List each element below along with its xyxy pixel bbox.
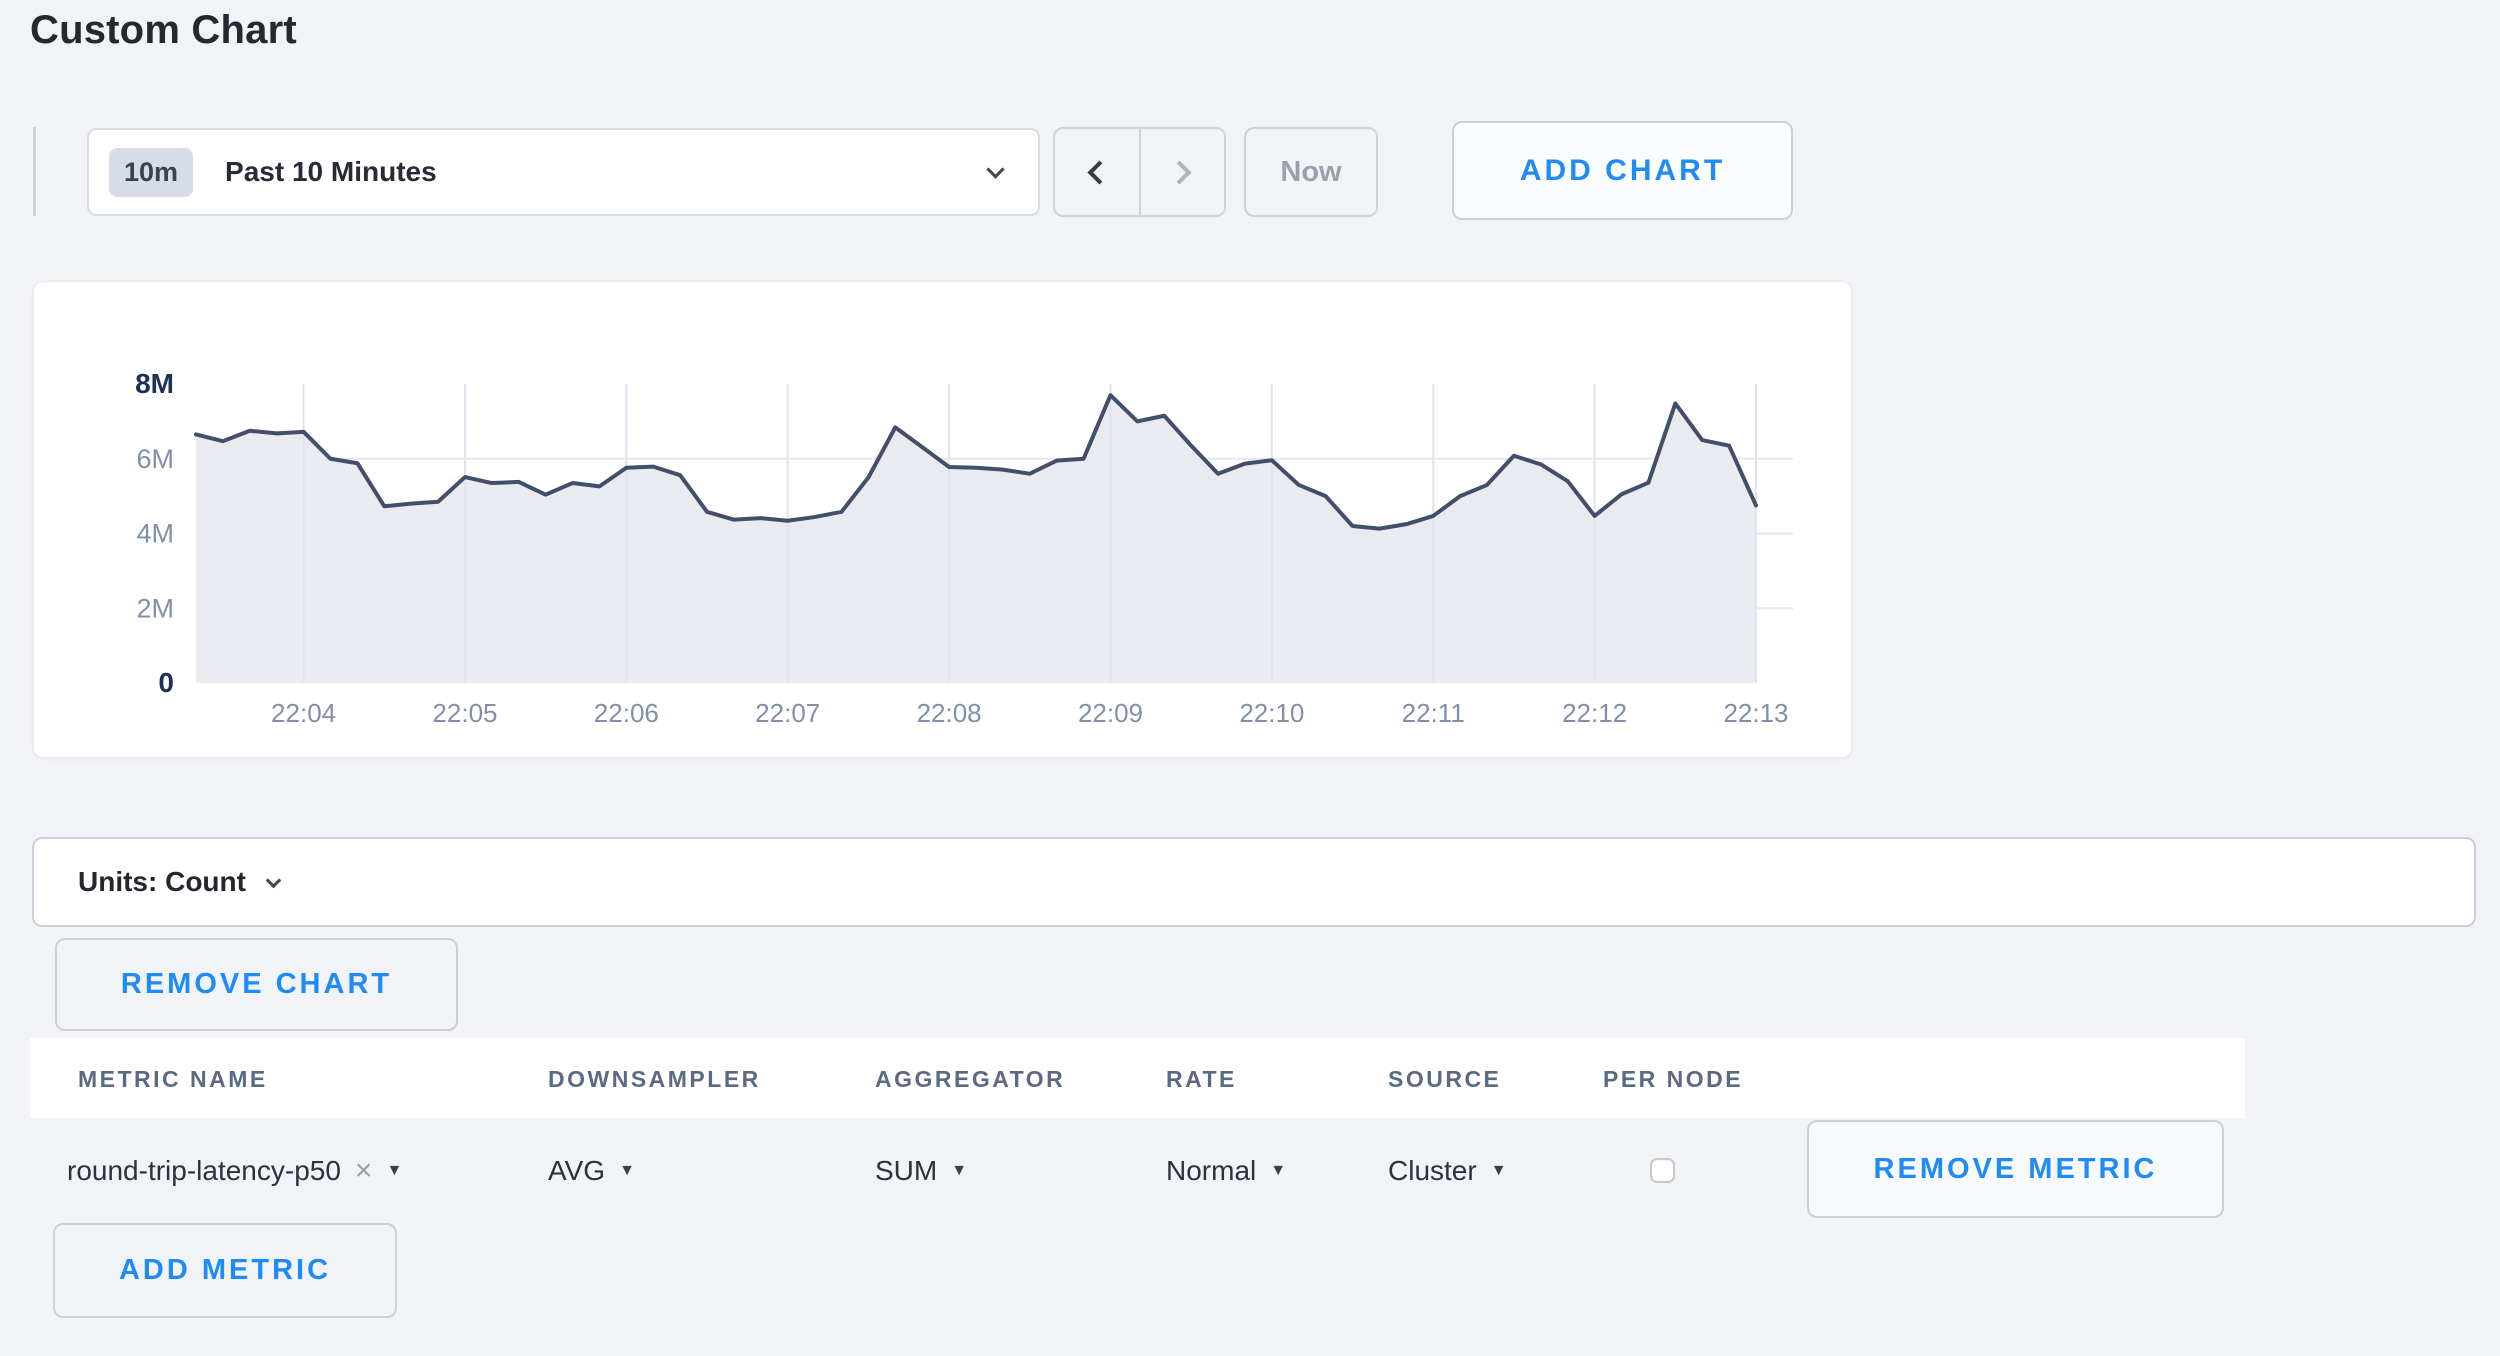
x-axis-tick-label: 22:13: [1723, 698, 1788, 728]
remove-metric-button[interactable]: REMOVE METRIC: [1807, 1120, 2224, 1218]
rate-dropdown[interactable]: Normal ▼: [1166, 1118, 1286, 1223]
y-axis-tick-label: 6M: [136, 444, 174, 474]
page-title: Custom Chart: [30, 8, 297, 52]
source-dropdown[interactable]: Cluster ▼: [1388, 1118, 1507, 1223]
x-axis-tick-label: 22:08: [917, 698, 982, 728]
header-downsampler: DOWNSAMPLER: [548, 1066, 761, 1092]
remove-chart-button[interactable]: REMOVE CHART: [55, 938, 458, 1031]
x-axis-tick-label: 22:09: [1078, 698, 1143, 728]
y-axis-tick-label: 2M: [136, 593, 174, 623]
rate-value: Normal: [1166, 1154, 1257, 1186]
y-axis-tick-label: 4M: [136, 519, 174, 549]
aggregator-dropdown[interactable]: SUM ▼: [875, 1118, 967, 1223]
next-timeframe-button[interactable]: [1138, 129, 1225, 215]
time-pagination-group: [1053, 127, 1226, 217]
downsampler-dropdown[interactable]: AVG ▼: [548, 1118, 635, 1223]
time-range-badge: 10m: [109, 147, 194, 197]
chevron-left-icon: [1087, 159, 1112, 185]
chart-card: 8M 6M 4M 2M 0 22:04 22:05 22:06 22:07 22:08 22:09 2…: [33, 281, 1852, 758]
y-axis-tick-label: 8M: [135, 368, 174, 399]
now-button[interactable]: Now: [1244, 127, 1378, 217]
header-rate: RATE: [1166, 1066, 1237, 1092]
chevron-down-icon: [986, 159, 1005, 179]
metric-name-dropdown[interactable]: round-trip-latency-p50 × ▼: [67, 1118, 402, 1223]
add-chart-button[interactable]: ADD CHART: [1452, 121, 1793, 220]
header-source: SOURCE: [1388, 1066, 1502, 1092]
x-axis-tick-label: 22:04: [271, 698, 336, 728]
x-axis-tick-label: 22:05: [432, 698, 497, 728]
downsampler-value: AVG: [548, 1154, 606, 1186]
add-metric-button[interactable]: ADD METRIC: [53, 1223, 397, 1318]
time-range-label: Past 10 Minutes: [225, 156, 437, 187]
units-label: Units: Count: [78, 866, 246, 897]
metric-name-value: round-trip-latency-p50: [67, 1154, 341, 1186]
units-dropdown[interactable]: Units: Count: [32, 837, 2476, 927]
caret-down-icon: ▼: [386, 1161, 403, 1179]
header-aggregator: AGGREGATOR: [875, 1066, 1066, 1092]
clear-metric-icon[interactable]: ×: [354, 1153, 373, 1187]
per-node-checkbox[interactable]: [1650, 1158, 1675, 1183]
x-axis-tick-label: 22:10: [1239, 698, 1304, 728]
x-axis-tick-label: 22:12: [1562, 698, 1627, 728]
x-axis-tick-label: 22:07: [755, 698, 820, 728]
chevron-right-icon: [1167, 159, 1192, 185]
caret-down-icon: ▼: [1270, 1161, 1287, 1179]
x-axis-tick-label: 22:11: [1402, 698, 1465, 728]
caret-down-icon: ▼: [1490, 1161, 1507, 1179]
previous-timeframe-button[interactable]: [1055, 129, 1139, 215]
metrics-table-header: [30, 1038, 2245, 1118]
header-per-node: PER NODE: [1603, 1066, 1744, 1092]
caret-down-icon: ▼: [951, 1161, 968, 1179]
chevron-down-icon: [265, 872, 282, 888]
y-axis-tick-label: 0: [158, 667, 174, 698]
time-range-select[interactable]: 10m Past 10 Minutes: [87, 128, 1040, 216]
timeseries-chart: 8M 6M 4M 2M 0 22:04 22:05 22:06 22:07 22:08 22:09 2…: [135, 368, 1793, 728]
source-value: Cluster: [1388, 1154, 1477, 1186]
aggregator-value: SUM: [875, 1154, 938, 1186]
x-axis-tick-label: 22:06: [594, 698, 659, 728]
left-accent-rule: [33, 127, 36, 216]
header-metric-name: METRIC NAME: [78, 1066, 268, 1092]
caret-down-icon: ▼: [619, 1161, 635, 1179]
